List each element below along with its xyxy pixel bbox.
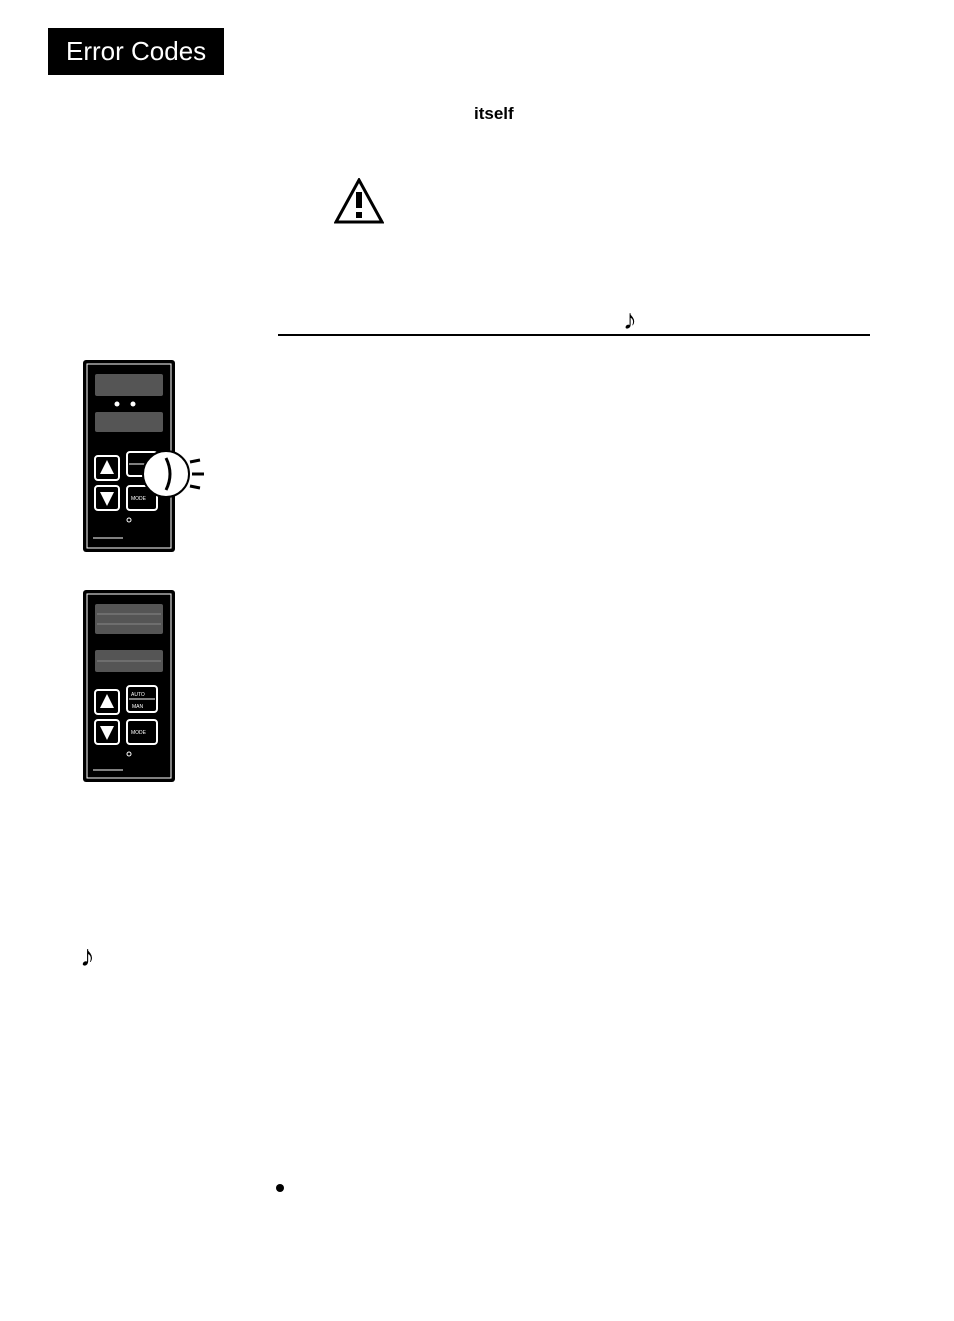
mode-button-label-2: MODE — [131, 730, 147, 736]
body-text-fragment: itself — [474, 104, 514, 124]
horizontal-divider — [278, 334, 870, 336]
music-note-icon: ♪ — [623, 304, 637, 336]
control-panel-illustration-2: AUTO MAN MODE — [83, 590, 175, 782]
section-title: Error Codes — [48, 28, 224, 75]
bullet-icon — [276, 1184, 284, 1192]
music-note-icon: ♪ — [80, 940, 95, 974]
zoom-callout-icon — [140, 448, 212, 500]
man-label: MAN — [132, 704, 144, 710]
auto-label: AUTO — [131, 692, 145, 698]
warning-icon — [334, 178, 384, 224]
